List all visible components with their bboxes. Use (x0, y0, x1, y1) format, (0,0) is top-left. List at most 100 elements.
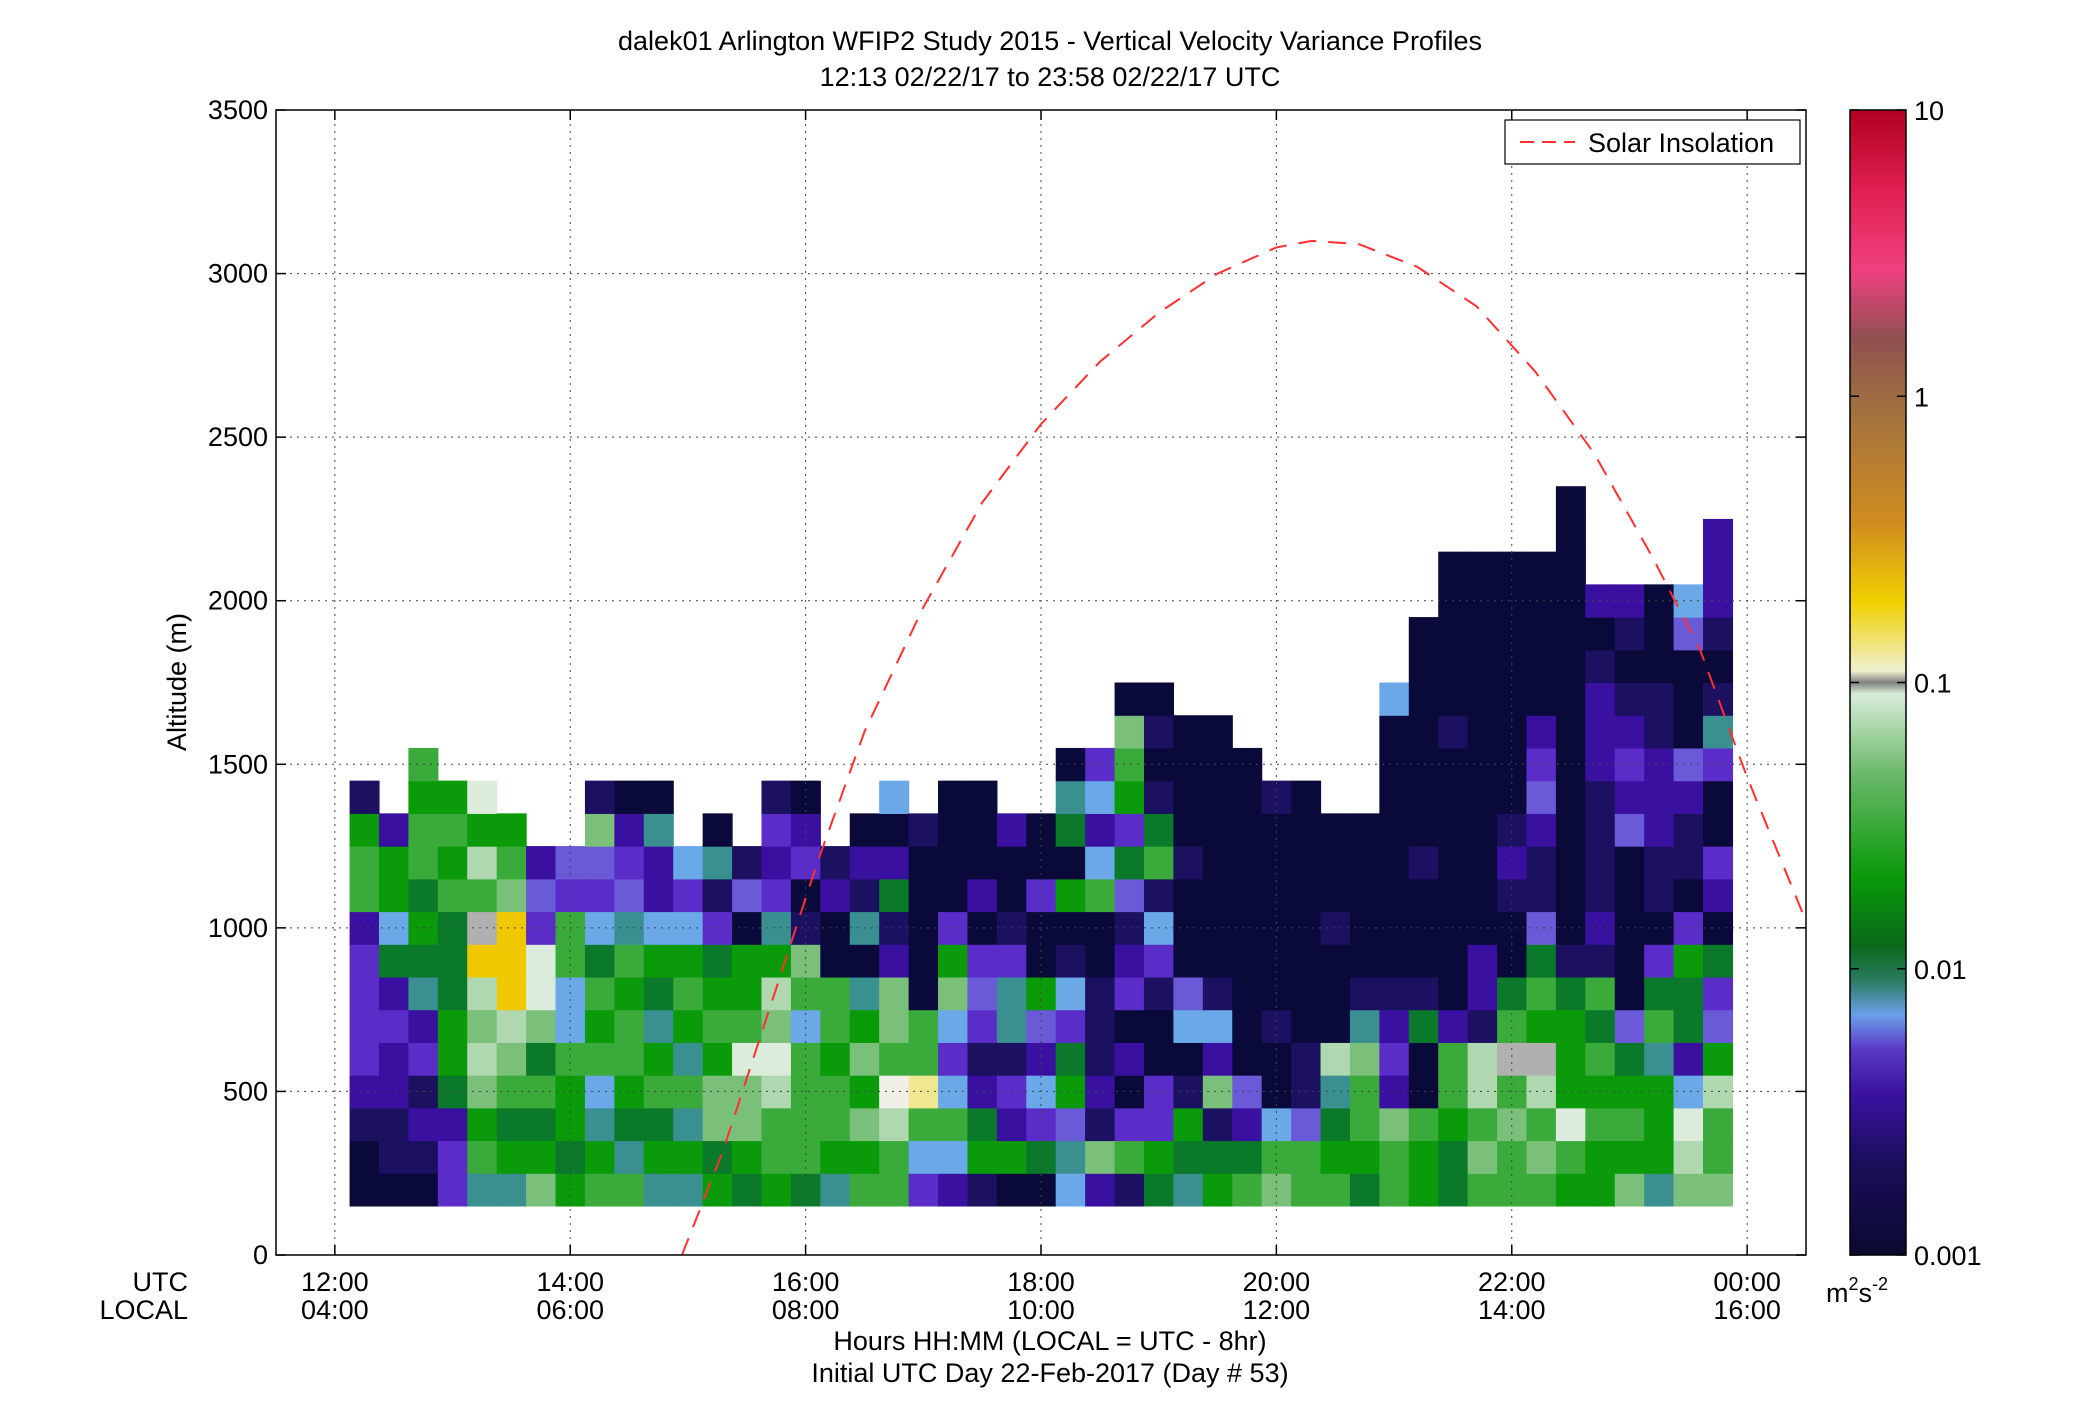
heatmap-cell (1320, 976, 1351, 1011)
heatmap-cell (879, 1075, 910, 1109)
heatmap-cell (614, 846, 645, 880)
heatmap-cell (1703, 976, 1734, 1011)
heatmap-cell (526, 976, 557, 1011)
heatmap-cell (349, 976, 380, 1011)
heatmap-cell (1673, 682, 1704, 716)
heatmap-cell (1320, 1009, 1351, 1043)
heatmap-cell (1673, 976, 1704, 1011)
heatmap-cell (1114, 1009, 1145, 1043)
heatmap-cell (496, 878, 527, 913)
heatmap-cell (1438, 1107, 1469, 1142)
heatmap-cell (1379, 682, 1410, 716)
heatmap-cell (1055, 976, 1086, 1011)
heatmap-cell (1555, 1107, 1586, 1142)
heatmap-cell (1291, 944, 1322, 978)
heatmap-cell (820, 878, 851, 913)
y-tick-label: 1500 (208, 749, 268, 779)
heatmap-cell (1232, 944, 1263, 978)
heatmap-cell (378, 878, 409, 913)
heatmap-cell (1644, 1009, 1675, 1043)
heatmap-cell (1114, 911, 1145, 945)
heatmap-cell (1202, 813, 1233, 847)
heatmap-cell (1114, 1075, 1145, 1109)
heatmap-cells (349, 486, 1734, 1207)
heatmap-cell (820, 1009, 851, 1043)
heatmap-cell (1585, 617, 1616, 651)
heatmap-cell (1614, 1042, 1645, 1076)
heatmap-cell (849, 976, 880, 1011)
heatmap-cell (996, 1009, 1027, 1043)
heatmap-cell (1408, 617, 1439, 651)
heatmap-cell (1055, 1042, 1086, 1076)
heatmap-cell (1526, 1009, 1557, 1043)
heatmap-cell (702, 1009, 733, 1043)
heatmap-cell (1085, 813, 1116, 847)
heatmap-cell (1438, 780, 1469, 814)
heatmap-cell (1173, 944, 1204, 978)
heatmap-cell (496, 846, 527, 880)
heatmap-cell (1614, 747, 1645, 782)
heatmap-cell (1467, 1075, 1498, 1109)
heatmap-cell (1614, 1107, 1645, 1142)
heatmap-cell (702, 944, 733, 978)
heatmap-cell (1703, 1173, 1734, 1207)
heatmap-cell (673, 846, 704, 880)
heatmap-cell (849, 813, 880, 847)
heatmap-cell (1143, 780, 1174, 814)
heatmap-cell (1291, 878, 1322, 913)
heatmap-cell (1703, 944, 1734, 978)
heatmap-cell (967, 1173, 998, 1207)
heatmap-cell (526, 1009, 557, 1043)
heatmap-cell (1055, 813, 1086, 847)
heatmap-cell (1173, 1042, 1204, 1076)
heatmap-cell (1438, 813, 1469, 847)
heatmap-cell (967, 1075, 998, 1109)
heatmap-cell (1143, 846, 1174, 880)
heatmap-cell (1526, 1042, 1557, 1076)
heatmap-cell (1526, 1107, 1557, 1142)
heatmap-cell (1114, 1042, 1145, 1076)
heatmap-cell (996, 1173, 1027, 1207)
heatmap-cell (702, 813, 733, 847)
x-tick-label-local: 04:00 (301, 1295, 369, 1325)
heatmap-cell (908, 1173, 939, 1207)
heatmap-cell (996, 878, 1027, 913)
heatmap-cell (1085, 1009, 1116, 1043)
heatmap-cell (1232, 1107, 1263, 1142)
heatmap-cell (673, 1009, 704, 1043)
heatmap-cell (1555, 878, 1586, 913)
heatmap-cell (1438, 1173, 1469, 1207)
heatmap-cell (761, 976, 792, 1011)
heatmap-cell (1379, 846, 1410, 880)
heatmap-cell (1055, 1140, 1086, 1174)
heatmap-cell (614, 911, 645, 945)
y-tick-label: 3500 (208, 95, 268, 125)
heatmap-cell (496, 1107, 527, 1142)
heatmap-cell (1173, 715, 1204, 749)
heatmap-cell (1467, 1107, 1498, 1142)
heatmap-cell (938, 1173, 969, 1207)
heatmap-cell (1408, 682, 1439, 716)
heatmap-cell (584, 813, 615, 847)
heatmap-cell (1114, 944, 1145, 978)
heatmap-cell (496, 1009, 527, 1043)
heatmap-cell (1673, 878, 1704, 913)
heatmap-cell (879, 878, 910, 913)
heatmap-cell (1055, 846, 1086, 880)
heatmap-cell (496, 944, 527, 978)
heatmap-cell (1555, 976, 1586, 1011)
heatmap-cell (1291, 1140, 1322, 1174)
heatmap-cell (526, 911, 557, 945)
heatmap-cell (1232, 813, 1263, 847)
heatmap-cell (761, 1140, 792, 1174)
heatmap-cell (996, 1107, 1027, 1142)
heatmap-cell (1614, 682, 1645, 716)
heatmap-cell (732, 1075, 763, 1109)
heatmap-cell (1114, 1107, 1145, 1142)
colorbar-tick-label: 0.1 (1914, 669, 1952, 699)
colorbar-ticks: 0.001 0.01 0.1 1 10 (1850, 96, 1982, 1271)
heatmap-cell (1173, 1173, 1204, 1207)
heatmap-cell (967, 1042, 998, 1076)
heatmap-cell (1614, 944, 1645, 978)
heatmap-cell (584, 944, 615, 978)
